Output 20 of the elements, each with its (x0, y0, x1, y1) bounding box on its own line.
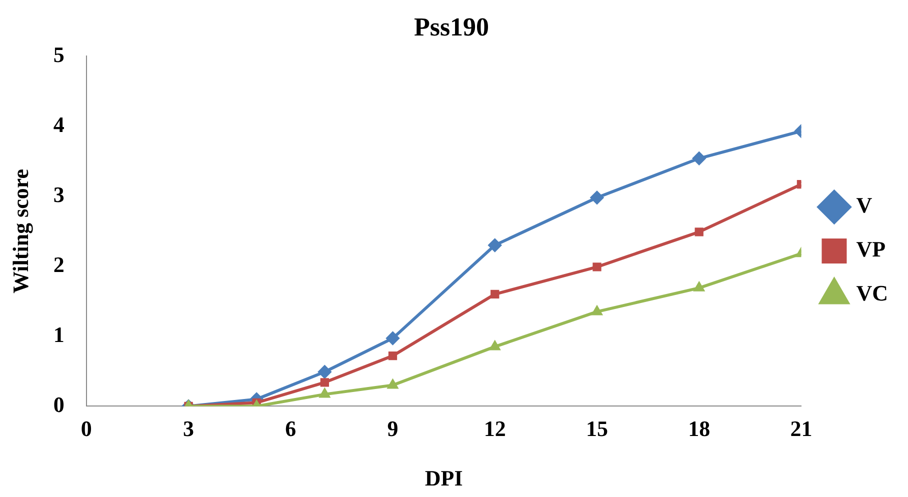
y-tick-label: 4 (53, 112, 64, 137)
x-tick-label: 18 (688, 416, 710, 442)
legend-label: VP (856, 236, 886, 262)
legend-label: VC (856, 280, 888, 306)
y-tick-label: 1 (53, 322, 64, 347)
y-tick-label: 5 (53, 42, 64, 67)
x-tick-label: 3 (183, 416, 194, 442)
x-tick-label: 0 (80, 416, 92, 442)
chart-title: Pss190 (414, 12, 490, 42)
x-tick-label: 6 (285, 416, 296, 442)
x-tick-label: 9 (387, 416, 398, 442)
y-tick-label: 0 (53, 392, 64, 417)
x-tick-label: 15 (586, 416, 608, 442)
y-tick-label: 3 (53, 182, 64, 207)
x-axis-title: DPI (424, 465, 463, 490)
y-tick-label: 2 (53, 252, 64, 277)
x-tick-label: 21 (790, 416, 812, 442)
y-axis-title: Wilting score (8, 168, 33, 294)
x-tick-label: 12 (484, 416, 506, 442)
legend-label: V (856, 192, 872, 218)
